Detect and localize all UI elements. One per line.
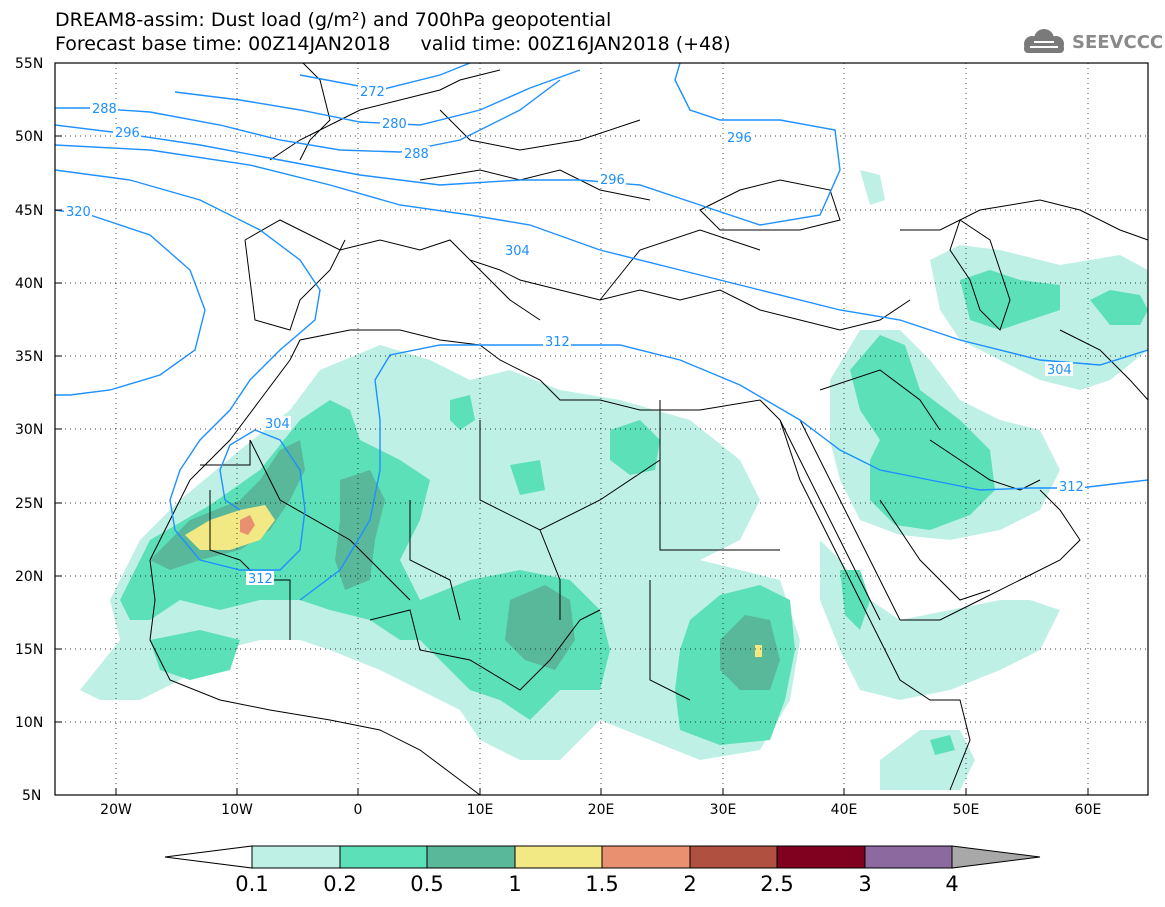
- lat-label: 35N: [15, 349, 43, 365]
- lat-label: 5N: [22, 788, 41, 804]
- lon-label: 50E: [953, 802, 980, 818]
- contour-label: 272: [360, 85, 385, 100]
- colorbar-tick: 0.5: [410, 872, 443, 896]
- colorbar-bin: [514, 845, 603, 869]
- lat-label: 45N: [15, 203, 43, 219]
- lon-label: 0: [354, 802, 363, 818]
- contour-label: 296: [600, 173, 625, 188]
- lon-label: 20E: [588, 802, 615, 818]
- lat-label: 25N: [15, 496, 43, 512]
- lon-label: 30E: [710, 802, 737, 818]
- contour-label: 312: [1059, 480, 1084, 495]
- colorbar: [164, 845, 1041, 869]
- lon-label: 10W: [221, 802, 253, 818]
- colorbar-under-triangle: [164, 845, 253, 869]
- colorbar-bin: [601, 845, 691, 869]
- contour-label: 296: [727, 131, 752, 146]
- lat-label: 55N: [15, 56, 43, 72]
- lon-label: 40E: [831, 802, 858, 818]
- colorbar-bin: [426, 845, 516, 869]
- contour-label: 280: [382, 117, 407, 132]
- lat-label: 20N: [15, 569, 43, 585]
- lon-label: 20W: [100, 802, 132, 818]
- colorbar-tick: 2: [683, 872, 696, 896]
- coastlines: [149, 63, 1148, 795]
- latitude-labels: 55N 50N 45N 40N 35N 30N 25N 20N 15N 10N …: [15, 56, 43, 804]
- contour-label: 304: [505, 244, 530, 259]
- forecast-time-line: Forecast base time: 00Z14JAN2018 valid t…: [55, 33, 731, 55]
- contour-label: 312: [248, 572, 273, 587]
- contour-label: 304: [1047, 363, 1072, 378]
- longitude-labels: 20W 10W 0 10E 20E 30E 40E 50E 60E: [100, 802, 1101, 818]
- colorbar-bin: [864, 845, 953, 869]
- lat-label: 30N: [15, 422, 43, 438]
- colorbar-tick: 4: [945, 872, 958, 896]
- contour-label: 304: [265, 417, 290, 432]
- colorbar-tick: 3: [858, 872, 871, 896]
- colorbar-bin: [776, 845, 866, 869]
- map-title: DREAM8-assim: Dust load (g/m²) and 700hP…: [55, 9, 612, 31]
- colorbar-tick: 2.5: [760, 872, 793, 896]
- dust-shading: [80, 170, 1148, 790]
- colorbar-over-triangle: [951, 845, 1041, 869]
- colorbar-tick: 1: [508, 872, 521, 896]
- geopotential-contours: [55, 63, 1148, 601]
- lon-label: 60E: [1075, 802, 1102, 818]
- colorbar-labels: 0.1 0.2 0.5 1 1.5 2 2.5 3 4: [235, 872, 958, 896]
- lon-label: 10E: [467, 802, 494, 818]
- lat-label: 10N: [15, 715, 43, 731]
- lat-label: 40N: [15, 276, 43, 292]
- colorbar-bin: [339, 845, 428, 869]
- colorbar-tick: 0.2: [323, 872, 356, 896]
- logo: [1024, 29, 1064, 53]
- contour-label: 288: [92, 102, 117, 117]
- logo-text: SEEVCCC: [1072, 32, 1164, 53]
- contour-labels: 272 280 288 288 296 296 296 304 304 304 …: [64, 84, 1085, 587]
- colorbar-tick: 0.1: [235, 872, 268, 896]
- contour-label: 320: [66, 205, 91, 220]
- colorbar-bin: [251, 845, 341, 869]
- lat-label: 50N: [15, 129, 43, 145]
- contour-label: 296: [115, 126, 140, 141]
- axis-ticks: [55, 135, 1089, 795]
- contour-label: 312: [545, 335, 570, 350]
- colorbar-tick: 1.5: [585, 872, 618, 896]
- lat-label: 15N: [15, 642, 43, 658]
- contour-label: 288: [404, 147, 429, 162]
- colorbar-bin: [689, 845, 778, 869]
